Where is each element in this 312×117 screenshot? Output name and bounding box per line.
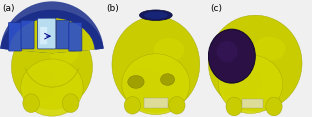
Ellipse shape — [23, 94, 40, 113]
Ellipse shape — [226, 97, 242, 116]
Ellipse shape — [139, 10, 172, 20]
FancyBboxPatch shape — [56, 20, 69, 49]
Ellipse shape — [208, 15, 302, 111]
Ellipse shape — [208, 29, 255, 83]
Wedge shape — [9, 11, 95, 53]
Bar — [242, 99, 263, 108]
Ellipse shape — [128, 75, 144, 88]
Ellipse shape — [154, 38, 184, 62]
FancyBboxPatch shape — [21, 20, 34, 49]
Ellipse shape — [218, 55, 283, 113]
Ellipse shape — [169, 97, 185, 114]
Ellipse shape — [50, 43, 78, 65]
FancyBboxPatch shape — [8, 22, 22, 51]
Ellipse shape — [62, 94, 79, 113]
Wedge shape — [0, 1, 104, 53]
Ellipse shape — [122, 54, 190, 115]
Ellipse shape — [217, 41, 238, 62]
Text: (a): (a) — [2, 4, 15, 13]
Bar — [144, 98, 168, 108]
Text: (b): (b) — [106, 4, 119, 13]
Ellipse shape — [160, 74, 175, 85]
Ellipse shape — [21, 59, 83, 116]
Ellipse shape — [220, 66, 262, 99]
FancyBboxPatch shape — [40, 27, 47, 44]
Ellipse shape — [228, 66, 245, 80]
Ellipse shape — [266, 97, 282, 116]
Ellipse shape — [12, 24, 92, 109]
Ellipse shape — [124, 97, 141, 114]
Ellipse shape — [144, 12, 168, 19]
Ellipse shape — [253, 37, 286, 61]
Ellipse shape — [22, 69, 58, 99]
FancyBboxPatch shape — [38, 18, 56, 49]
Ellipse shape — [123, 67, 163, 100]
FancyBboxPatch shape — [69, 22, 82, 51]
Ellipse shape — [112, 16, 200, 112]
Text: (c): (c) — [210, 4, 222, 13]
